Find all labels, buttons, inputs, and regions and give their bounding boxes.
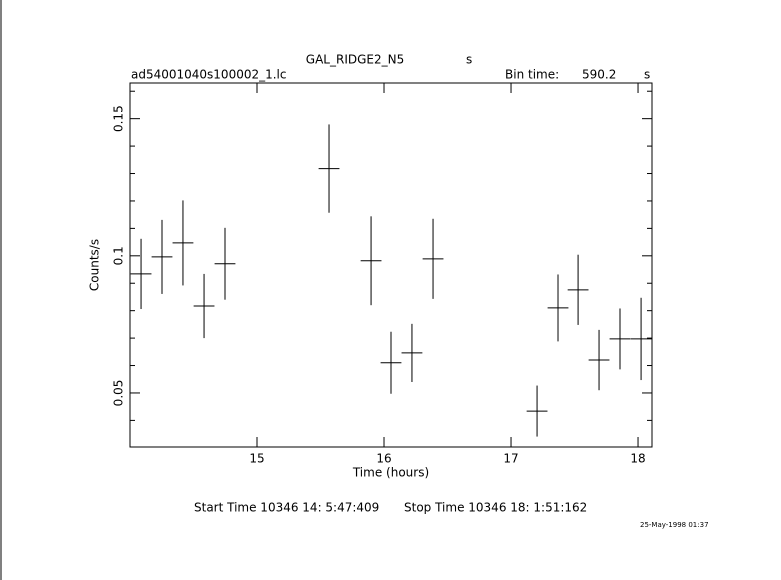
y-tick-label: 0.15 [112,105,126,132]
bin-time-unit: s [644,68,650,82]
file-name: ad54001040s100002_1.lc [131,68,287,82]
y-axis-label: Counts/s [88,239,102,291]
y-tick-label: 0.1 [112,246,126,265]
bin-time: 590.2 [582,68,616,82]
stop-time: Stop Time 10346 18: 1:51:162 [404,501,587,515]
x-tick-label: 16 [376,452,391,466]
plot-frame [129,82,653,448]
x-tick-label: 15 [249,452,264,466]
chart-title: GAL_RIDGE2_N5 [306,53,404,67]
x-axis-label: Time (hours) [352,466,429,480]
start-time: Start Time 10346 14: 5:47:409 [194,501,379,515]
x-tick-label: 18 [630,452,645,466]
x-tick-label: 17 [503,452,518,466]
y-tick-label: 0.05 [112,380,126,407]
date: 25-May-1998 01:37 [640,521,709,529]
title-unit: s [466,53,472,67]
bin-time-label: Bin time: [505,68,559,82]
